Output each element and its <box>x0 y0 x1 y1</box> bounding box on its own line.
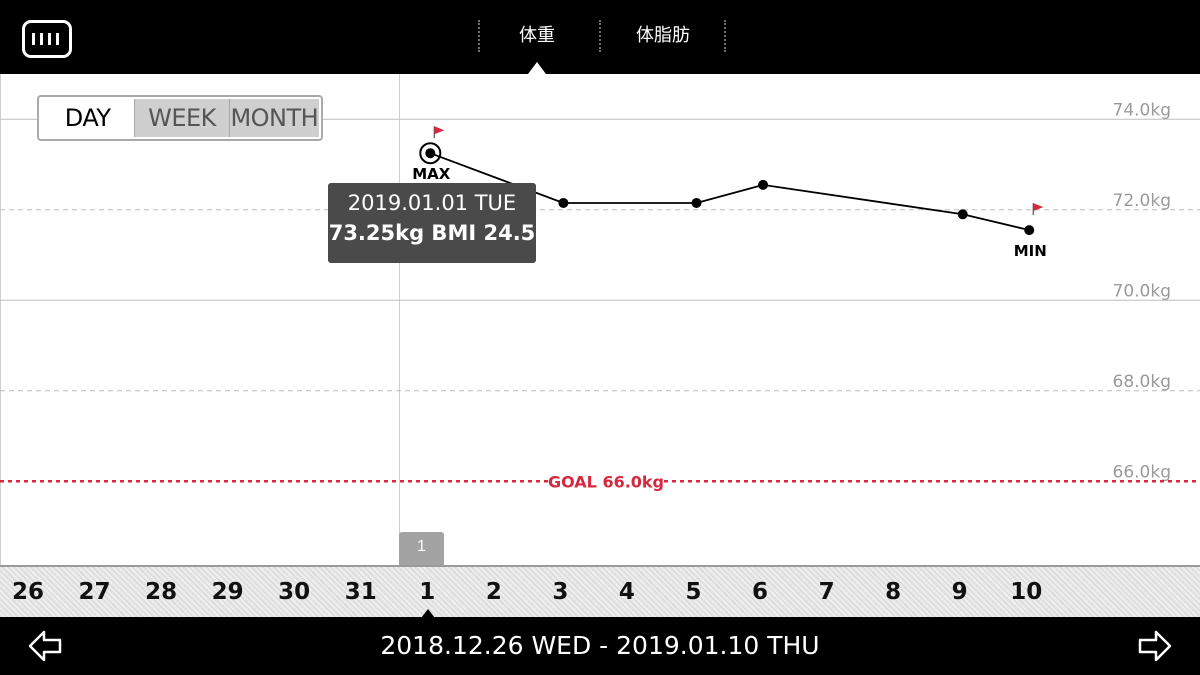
day-label[interactable]: 1 <box>419 579 436 605</box>
active-tab-indicator-icon <box>528 62 546 74</box>
day-label[interactable]: 8 <box>885 579 902 605</box>
tab-separator <box>478 20 480 52</box>
range-selector: DAY WEEK MONTH <box>37 95 323 141</box>
day-label[interactable]: 6 <box>752 579 769 605</box>
selected-day-tag: 1 <box>399 532 444 565</box>
day-label[interactable]: 27 <box>78 579 111 605</box>
weight-line <box>429 152 1030 231</box>
data-point <box>758 179 769 190</box>
data-tooltip: 2019.01.01 TUE 73.25kg BMI 24.5 <box>328 183 536 263</box>
y-tick-label: 66.0kg <box>1113 462 1172 482</box>
bottom-bar: 2018.12.26 WED - 2019.01.10 THU <box>0 617 1200 675</box>
range-month-button[interactable]: MONTH <box>228 99 320 137</box>
tab-separator <box>724 20 726 52</box>
day-label[interactable]: 10 <box>1010 579 1043 605</box>
arrow-right-icon[interactable] <box>1134 627 1174 665</box>
day-label[interactable]: 26 <box>11 579 44 605</box>
y-tick-label: 74.0kg <box>1113 100 1172 120</box>
range-day-button[interactable]: DAY <box>41 99 135 137</box>
tooltip-value: 73.25kg BMI 24.5 <box>328 221 536 245</box>
data-point <box>691 197 702 208</box>
data-point <box>957 209 968 220</box>
tab-weight[interactable]: 体重 <box>519 25 555 46</box>
goal-label-background <box>552 470 660 493</box>
data-point <box>425 148 436 159</box>
tab-separator <box>599 20 601 52</box>
weight-chart: 74.0kg 72.0kg 70.0kg 68.0kg 66.0kg GOAL 66.0… <box>0 74 1200 565</box>
day-label[interactable]: 4 <box>618 579 635 605</box>
app-logo-icon[interactable] <box>22 20 72 58</box>
goal-line-group: GOAL 66.0kg <box>0 470 1200 493</box>
day-label[interactable]: 28 <box>145 579 178 605</box>
top-bar: 体重 体脂肪 <box>0 0 1200 74</box>
tooltip-date: 2019.01.01 TUE <box>347 191 517 215</box>
day-label[interactable]: 2 <box>485 579 502 605</box>
day-label[interactable]: 3 <box>552 579 569 605</box>
data-point <box>558 197 569 208</box>
day-label[interactable]: 30 <box>278 579 311 605</box>
selected-day-pointer-icon <box>421 609 435 618</box>
y-tick-label: 70.0kg <box>1113 281 1172 301</box>
data-point <box>1024 225 1035 236</box>
day-label[interactable]: 5 <box>685 579 702 605</box>
y-tick-label: 72.0kg <box>1113 191 1172 211</box>
max-flag-icon <box>434 126 445 135</box>
min-label: MIN <box>1014 242 1047 260</box>
day-label[interactable]: 7 <box>818 579 835 605</box>
max-label: MAX <box>412 165 451 183</box>
range-week-button[interactable]: WEEK <box>134 99 229 137</box>
goal-label: GOAL 66.0kg <box>548 472 664 491</box>
y-tick-label: 68.0kg <box>1113 372 1172 392</box>
date-scale[interactable]: 26 27 28 29 30 31 1 2 3 4 5 6 7 8 9 10 <box>0 565 1200 618</box>
weight-series <box>425 148 1035 236</box>
day-label[interactable]: 29 <box>211 579 244 605</box>
day-label[interactable]: 31 <box>344 579 377 605</box>
min-flag-icon <box>1033 203 1044 212</box>
day-label[interactable]: 9 <box>951 579 968 605</box>
tab-body-fat[interactable]: 体脂肪 <box>636 25 690 46</box>
selected-point-ring <box>419 142 442 165</box>
arrow-left-icon[interactable] <box>26 627 66 665</box>
date-range-label: 2018.12.26 WED - 2019.01.10 THU <box>380 631 820 660</box>
chart-markers: MAX MIN <box>412 126 1047 260</box>
